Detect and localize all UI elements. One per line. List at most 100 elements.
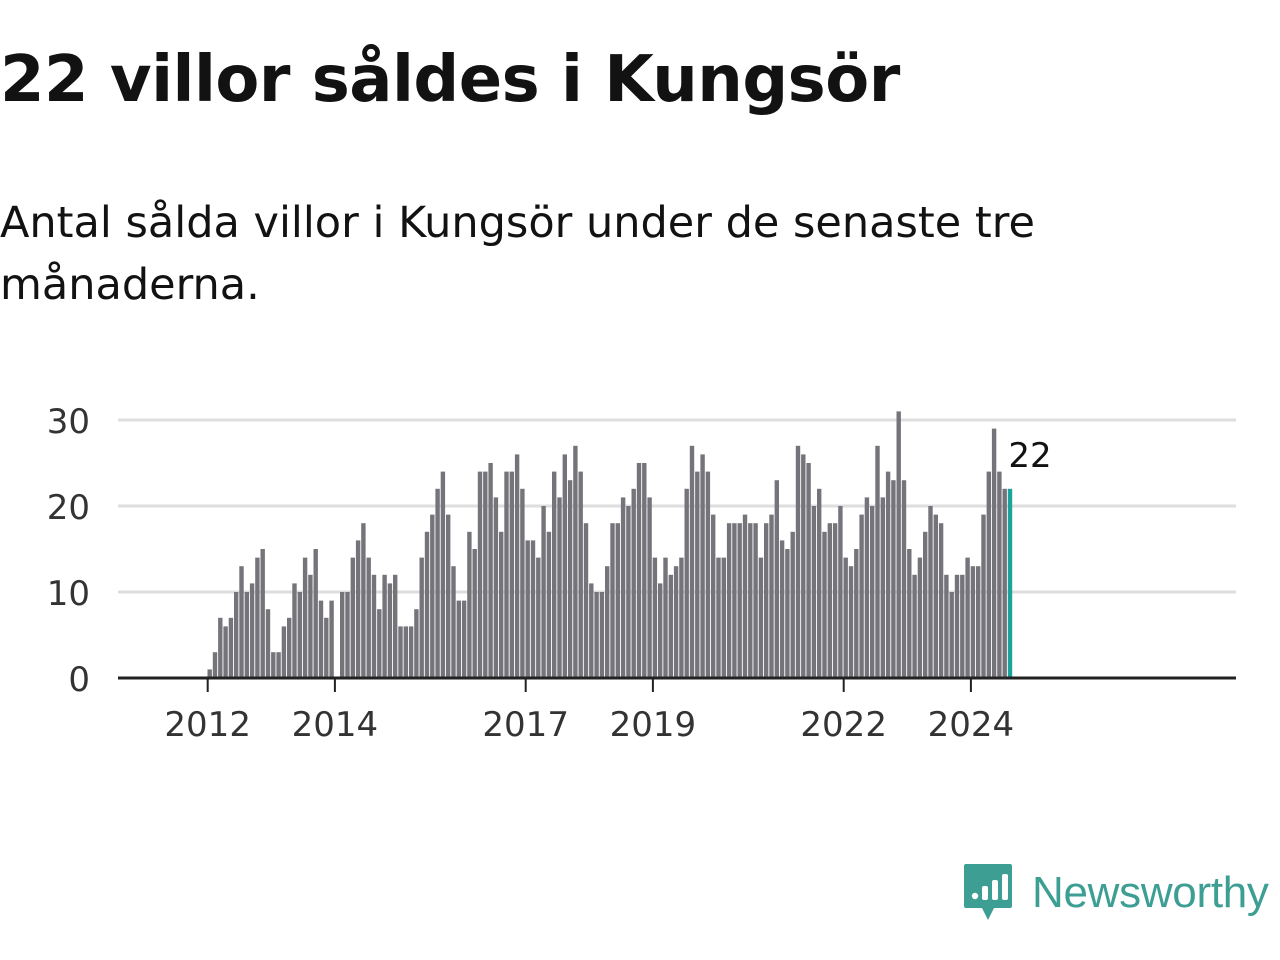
bar [292,583,297,678]
bar [504,471,509,678]
bar [451,566,456,678]
bar [689,445,695,678]
bar [424,531,430,678]
bar [260,549,265,678]
bar [281,626,287,678]
bar [610,523,615,678]
bar [488,463,493,678]
bar [472,549,477,678]
bar [843,557,848,678]
bar [239,566,244,678]
x-tick-label: 2022 [800,705,887,745]
newsworthy-logo-icon [964,864,1012,920]
bar [832,523,838,678]
bar [255,557,260,678]
bar [620,497,626,678]
bar [461,600,467,678]
bar [218,617,223,678]
bar [244,592,249,678]
bar [552,471,557,678]
newsworthy-logo: Newsworthy [962,862,1269,924]
bar [207,669,212,678]
bar [668,574,673,678]
bar [901,480,907,678]
bar [928,506,933,678]
bar [875,445,880,678]
bar [546,531,552,678]
bar [891,480,896,678]
bar [822,531,827,678]
bar [366,557,371,678]
bar [917,557,923,678]
bar [324,617,329,678]
bar [477,471,483,678]
bar [467,531,472,678]
bar [223,626,228,678]
bar-series [207,411,1013,678]
axes: 0 10 20 30 2012 2014 2017 2019 2022 2024 [47,402,1236,745]
chart-subtitle: Antal sålda villor i Kungsör under de se… [0,198,1035,310]
bar [933,514,938,678]
bar [795,445,801,678]
bar [541,506,546,678]
bar [652,557,658,678]
bar [567,480,573,678]
bar [615,523,620,678]
x-tick-label: 2024 [928,705,1015,745]
bar [287,617,292,678]
bar [430,514,435,678]
bar [271,652,276,678]
bar [509,471,514,678]
bar [536,557,541,678]
bar [514,454,520,678]
bar [859,514,864,678]
bar [350,557,355,678]
bar [456,600,461,678]
brand-name: Newsworthy [1032,868,1269,917]
bar [387,583,393,678]
bar [573,445,578,678]
bar [880,497,885,678]
bar [631,488,636,678]
bar [626,506,631,678]
bar [907,549,912,678]
bar-chart: 0 10 20 30 2012 2014 2017 2019 2022 2024 22 [47,402,1236,745]
bar [684,488,689,678]
bar [954,574,960,678]
bar [827,523,832,678]
bar [228,617,234,678]
bar-highlight [1007,488,1013,678]
bar [440,471,446,678]
x-tick-label: 2017 [482,705,569,745]
bar [673,566,679,678]
bar [801,454,806,678]
bar [658,583,663,678]
y-tick-label: 0 [68,660,90,700]
bar [779,540,785,678]
bar [520,488,525,678]
bar [854,549,859,678]
bar [970,566,976,678]
bar [589,583,594,678]
bar [753,523,758,678]
bar [557,497,562,678]
bar [758,557,764,678]
bar [525,540,530,678]
bar [774,480,779,678]
bar [212,652,218,678]
bar [594,592,599,678]
bar [302,557,308,678]
bar [742,514,748,678]
bar [276,652,281,678]
bar [393,574,398,678]
bar [318,600,324,678]
bar [249,583,255,678]
bar [308,574,313,678]
bar [764,523,769,678]
bar [991,428,997,678]
bar [938,523,944,678]
bar [583,523,589,678]
bar [864,497,870,678]
bar [923,531,928,678]
bar [965,557,970,678]
